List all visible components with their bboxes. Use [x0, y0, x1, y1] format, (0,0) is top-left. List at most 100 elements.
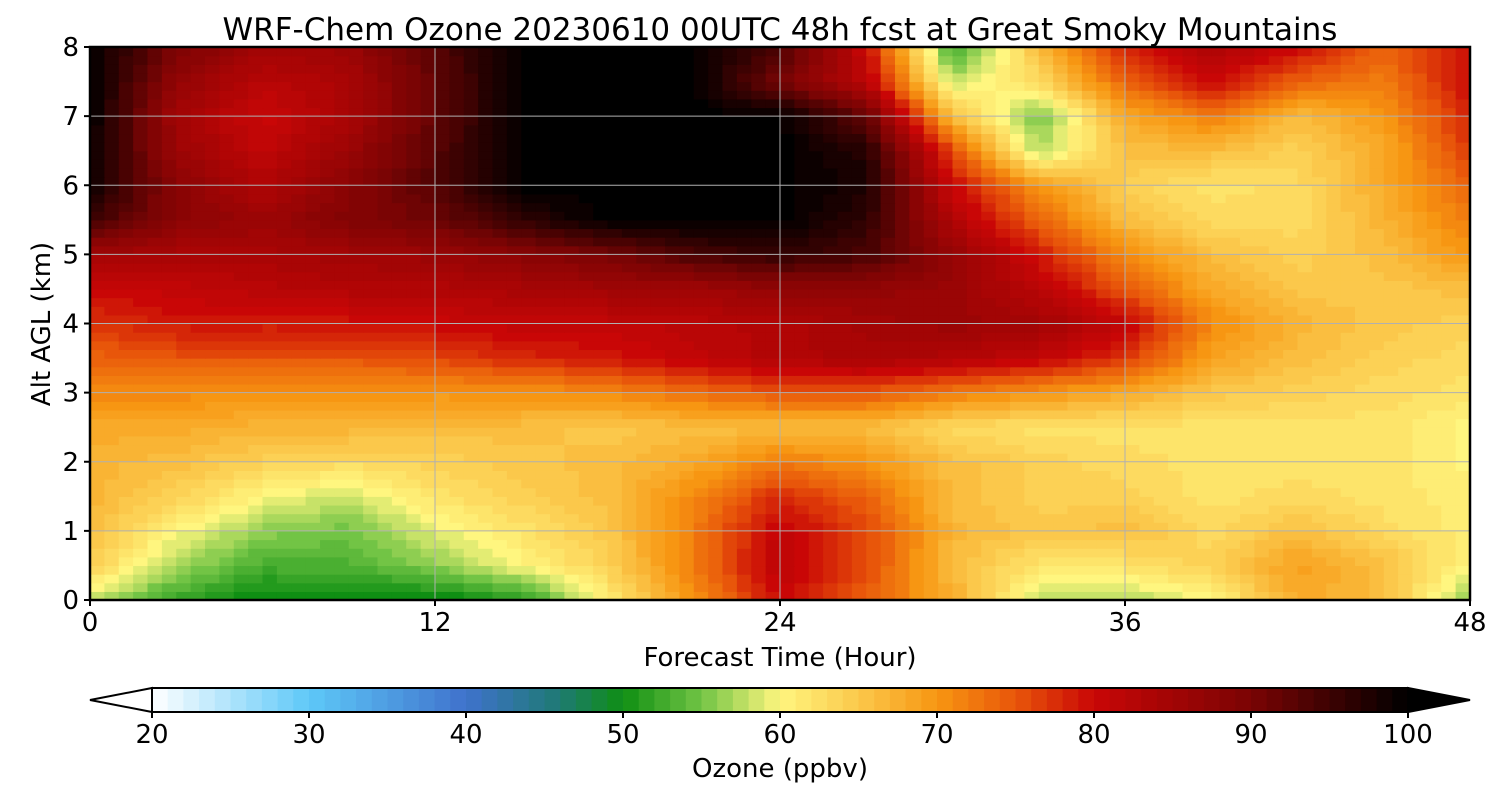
heatmap-cell — [866, 461, 882, 471]
heatmap-cell — [521, 193, 537, 204]
heatmap-cell — [133, 427, 149, 437]
heatmap-cell — [248, 237, 264, 247]
heatmap-cell — [837, 202, 853, 212]
heatmap-cell — [535, 392, 551, 402]
heatmap-cell — [1441, 323, 1457, 333]
heatmap-cell — [866, 211, 882, 221]
heatmap-cell — [780, 254, 795, 264]
heatmap-cell — [133, 496, 149, 506]
heatmap-cell — [722, 288, 738, 299]
heatmap-cell — [1196, 427, 1212, 437]
heatmap-cell — [348, 444, 364, 454]
heatmap-cell — [377, 522, 393, 532]
heatmap-cell — [521, 150, 537, 160]
heatmap-cell — [305, 453, 321, 463]
heatmap-cell — [463, 470, 479, 480]
heatmap-cell — [90, 358, 105, 368]
heatmap-cell — [736, 392, 752, 402]
heatmap-cell — [1268, 548, 1284, 558]
heatmap-cell — [1268, 185, 1284, 195]
heatmap-cell — [161, 383, 177, 394]
heatmap-cell — [952, 392, 968, 402]
heatmap-cell — [1211, 366, 1227, 376]
heatmap-cell — [1067, 556, 1083, 567]
heatmap-cell — [794, 383, 810, 394]
heatmap-cell — [521, 306, 537, 316]
heatmap-cell — [391, 487, 407, 497]
heatmap-cell — [147, 280, 163, 290]
heatmap-cell — [248, 392, 264, 402]
heatmap-cell — [650, 193, 666, 204]
heatmap-cell — [751, 461, 767, 471]
heatmap-cell — [478, 366, 494, 376]
heatmap-cell — [1412, 444, 1428, 454]
heatmap-cell — [1096, 314, 1112, 325]
heatmap-cell — [1383, 487, 1399, 497]
heatmap-cell — [1110, 332, 1126, 342]
heatmap-cell — [1196, 271, 1212, 281]
heatmap-cell — [952, 556, 968, 567]
heatmap-cell — [1412, 487, 1428, 497]
heatmap-cell — [1283, 306, 1299, 316]
heatmap-cell — [506, 556, 522, 567]
heatmap-cell — [1168, 556, 1184, 567]
heatmap-cell — [1340, 591, 1356, 601]
heatmap-cell — [866, 479, 882, 489]
heatmap-cell — [780, 556, 795, 567]
heatmap-cell — [765, 185, 781, 195]
heatmap-cell — [205, 539, 220, 549]
heatmap-cell — [492, 167, 508, 178]
heatmap-cell — [851, 582, 867, 592]
heatmap-cell — [1426, 582, 1442, 592]
heatmap-cell — [463, 297, 479, 307]
heatmap-cell — [851, 306, 867, 316]
heatmap-cell — [406, 470, 422, 480]
heatmap-cell — [1053, 202, 1069, 212]
heatmap-cell — [363, 548, 379, 558]
heatmap-cell — [1441, 461, 1457, 471]
heatmap-cell — [348, 245, 364, 255]
heatmap-cell — [1369, 487, 1385, 497]
heatmap-cell — [1110, 487, 1126, 497]
heatmap-cell — [1038, 349, 1054, 359]
heatmap-cell — [1426, 228, 1442, 238]
heatmap-cell — [607, 193, 623, 204]
heatmap-cell — [1340, 496, 1356, 506]
heatmap-cell — [420, 504, 436, 515]
heatmap-cell — [851, 280, 867, 290]
heatmap-cell — [1038, 366, 1054, 376]
heatmap-cell — [1355, 453, 1370, 463]
heatmap-cell — [1254, 263, 1270, 273]
heatmap-cell — [952, 409, 968, 420]
heatmap-cell — [363, 358, 379, 368]
heatmap-cell — [377, 470, 393, 480]
heatmap-cell — [248, 461, 264, 471]
heatmap-cell — [219, 444, 235, 454]
heatmap-cell — [133, 142, 149, 152]
heatmap-cell — [391, 263, 407, 273]
heatmap-cell — [506, 470, 522, 480]
heatmap-cell — [1254, 409, 1270, 420]
heatmap-cell — [1455, 176, 1471, 186]
heatmap-cell — [1139, 211, 1155, 221]
heatmap-cell — [1053, 323, 1069, 333]
heatmap-cell — [636, 487, 652, 497]
heatmap-cell — [492, 470, 508, 480]
heatmap-cell — [535, 332, 551, 342]
heatmap-cell — [1168, 453, 1184, 463]
heatmap-cell — [334, 565, 350, 575]
heatmap-cell — [823, 340, 839, 351]
heatmap-cell — [276, 418, 292, 428]
heatmap-cell — [1268, 409, 1284, 420]
heatmap-cell — [708, 306, 724, 316]
heatmap-cell — [406, 245, 422, 255]
heatmap-cell — [794, 202, 810, 212]
heatmap-cell — [1153, 314, 1169, 325]
heatmap-cell — [650, 548, 666, 558]
heatmap-cell — [1455, 591, 1471, 601]
heatmap-cell — [276, 366, 292, 376]
heatmap-cell — [406, 176, 422, 186]
heatmap-cell — [276, 185, 292, 195]
heatmap-cell — [1225, 435, 1241, 446]
heatmap-cell — [1369, 314, 1385, 325]
